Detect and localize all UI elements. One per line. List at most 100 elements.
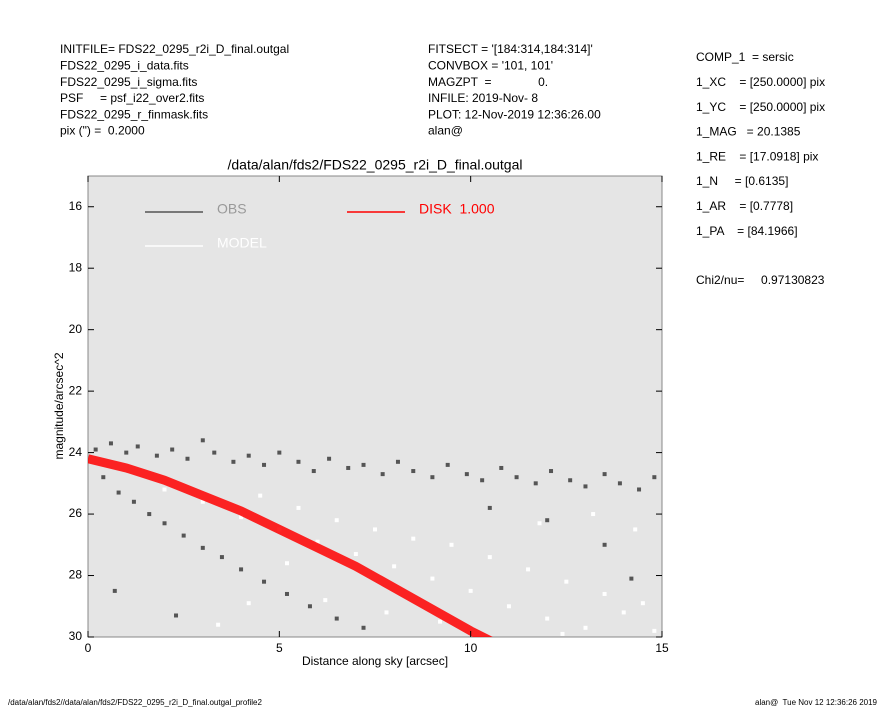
- legend-label: DISK 1.000: [419, 201, 495, 217]
- data-point: [533, 481, 538, 486]
- data-point: [116, 490, 121, 495]
- data-point: [568, 478, 573, 483]
- footer-left: /data/alan/fds2//data/alan/fds2/FDS22_02…: [8, 698, 263, 707]
- data-point: [537, 521, 542, 526]
- data-point: [284, 591, 289, 596]
- data-point: [629, 576, 634, 581]
- header-middle-line: CONVBOX = '101, 101': [428, 58, 553, 72]
- header-left-line: pix (") = 0.2000: [60, 124, 145, 138]
- y-tick-label: 18: [69, 260, 83, 274]
- header-left-line: FDS22_0295_r_finmask.fits: [60, 107, 208, 121]
- data-point: [617, 481, 622, 486]
- x-tick-label: 0: [85, 641, 92, 655]
- legend-label: MODEL: [217, 235, 267, 251]
- data-point: [212, 450, 217, 455]
- legend-label: OBS: [217, 201, 247, 217]
- data-point: [361, 462, 366, 467]
- data-point: [231, 459, 236, 464]
- data-point: [560, 631, 565, 636]
- y-axis-label: magnitude/arcsec^2: [52, 352, 66, 459]
- data-point: [185, 456, 190, 461]
- y-tick-label: 30: [69, 629, 83, 643]
- data-point: [239, 567, 244, 572]
- header-right-line: 1_XC = [250.0000] pix: [696, 75, 825, 89]
- data-point: [549, 469, 554, 474]
- data-point: [392, 564, 397, 569]
- data-point: [430, 475, 435, 480]
- footer-right: alan@ Tue Nov 12 12:36:26 2019: [755, 698, 878, 707]
- data-point: [438, 619, 443, 624]
- data-point: [361, 625, 366, 630]
- data-point: [216, 622, 221, 627]
- y-tick-label: 20: [69, 322, 83, 336]
- header-middle-line: alan@: [428, 124, 463, 138]
- data-point: [395, 459, 400, 464]
- x-tick-label: 15: [655, 641, 669, 655]
- header-left-line: FDS22_0295_i_data.fits: [60, 58, 189, 72]
- data-point: [296, 459, 301, 464]
- header-right-line: 1_MAG = 20.1385: [696, 125, 801, 139]
- data-point: [108, 441, 113, 446]
- data-point: [101, 475, 106, 480]
- y-tick-label: 28: [69, 568, 83, 582]
- data-point: [602, 591, 607, 596]
- data-point: [200, 499, 205, 504]
- data-point: [277, 450, 282, 455]
- data-point: [262, 462, 267, 467]
- header-left-line: FDS22_0295_i_sigma.fits: [60, 75, 197, 89]
- data-point: [480, 478, 485, 483]
- data-point: [373, 527, 377, 532]
- data-point: [633, 527, 638, 532]
- header-left-line: INITFILE= FDS22_0295_r2i_D_final.outgal: [60, 42, 289, 56]
- data-point: [124, 450, 129, 455]
- y-tick-label: 26: [69, 506, 83, 520]
- x-tick-label: 10: [464, 641, 478, 655]
- data-point: [430, 576, 435, 581]
- data-point: [499, 465, 504, 470]
- data-point: [640, 601, 645, 606]
- disk-profile: [88, 454, 493, 637]
- data-point: [262, 579, 267, 584]
- data-point: [296, 505, 301, 510]
- data-point: [346, 465, 351, 470]
- data-point: [380, 472, 385, 477]
- data-point: [514, 475, 519, 480]
- data-point: [93, 447, 98, 452]
- data-point: [545, 518, 550, 523]
- data-point: [246, 453, 251, 458]
- data-point: [583, 484, 588, 489]
- data-point: [449, 542, 454, 547]
- data-point: [583, 625, 588, 630]
- data-point: [154, 453, 159, 458]
- header-middle-line: PLOT: 12-Nov-2019 12:36:26.00: [428, 107, 601, 121]
- header-middle-line: MAGZPT = 0.: [428, 75, 548, 89]
- data-point: [506, 604, 511, 609]
- plot-area: [87, 175, 663, 638]
- data-point: [602, 472, 607, 477]
- data-point: [315, 539, 320, 544]
- data-point: [323, 598, 328, 603]
- data-point: [174, 613, 179, 618]
- header-right-line: 1_YC = [250.0000] pix: [696, 100, 825, 114]
- header-right-line: 1_PA = [84.1966]: [696, 224, 798, 238]
- data-point: [258, 493, 263, 498]
- data-point: [327, 456, 332, 461]
- data-point: [468, 588, 473, 593]
- x-tick-label: 5: [276, 641, 283, 655]
- data-point: [311, 469, 316, 474]
- y-tick-label: 16: [69, 199, 83, 213]
- data-point: [239, 515, 244, 520]
- data-point: [652, 628, 657, 633]
- data-point: [219, 555, 224, 560]
- chart-title: /data/alan/fds2/FDS22_0295_r2i_D_final.o…: [228, 157, 523, 173]
- x-axis-label: Distance along sky [arcsec]: [302, 654, 448, 668]
- data-point: [564, 579, 569, 584]
- data-point: [181, 533, 186, 538]
- data-point: [591, 512, 596, 517]
- header-right-line: 1_RE = [17.0918] pix: [696, 149, 818, 163]
- header-right-line: 1_N = [0.6135]: [696, 174, 788, 188]
- data-point: [334, 518, 339, 523]
- data-point: [445, 462, 450, 467]
- data-point: [602, 542, 607, 547]
- data-point: [334, 616, 339, 621]
